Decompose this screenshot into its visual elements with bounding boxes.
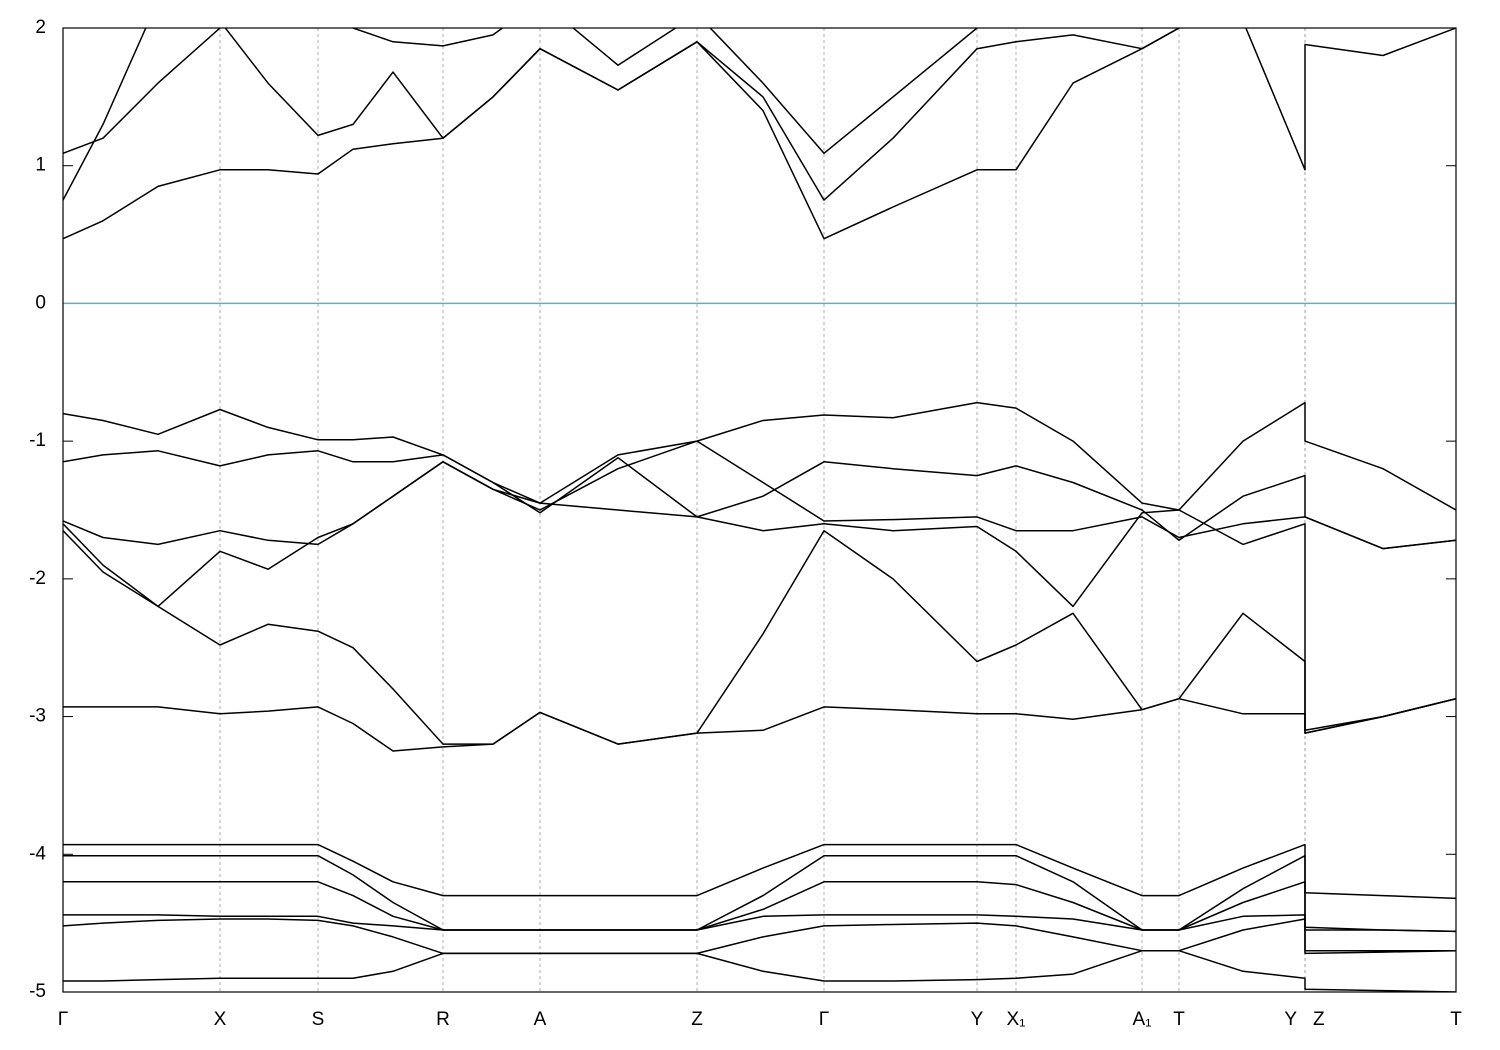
x-tick-label: T — [1450, 1009, 1462, 1030]
band-line — [63, 28, 1456, 240]
band-line — [63, 697, 1456, 752]
band-line — [63, 28, 1181, 201]
band-line — [63, 401, 1456, 511]
band-line — [63, 440, 1456, 550]
x-tick-label: X — [214, 1009, 227, 1030]
x-tick-label: Y — [971, 1009, 984, 1030]
band-line — [63, 854, 1456, 933]
band-line — [63, 949, 1456, 992]
grid — [62, 27, 1457, 993]
band-line — [63, 28, 1145, 155]
band-line — [63, 881, 1456, 933]
plot-frame — [62, 27, 1457, 993]
x-tick-label: Γ — [819, 1009, 829, 1030]
band-line — [63, 914, 1456, 952]
x-tick-label: Γ — [58, 1009, 68, 1030]
band-line — [63, 461, 1456, 732]
x-tick-label: Y — [1284, 1009, 1297, 1030]
x-tick-label: A — [534, 1009, 547, 1030]
x-tick-label: R — [436, 1009, 450, 1030]
x-tick-label: S — [312, 1009, 325, 1030]
x-tick-label: Z — [1313, 1009, 1325, 1030]
band-line — [63, 843, 1456, 900]
band-line — [63, 450, 1456, 550]
band-line — [63, 918, 1456, 955]
bands — [63, 28, 1456, 992]
y-tick-label: 0 — [35, 292, 46, 313]
y-tick-label: -2 — [29, 568, 46, 589]
y-tick-label: -3 — [29, 706, 46, 727]
x-tick-label: A₁ — [1132, 1009, 1151, 1030]
y-tick-label: -1 — [29, 430, 46, 451]
y-tick-label: -5 — [29, 981, 46, 1002]
y-tick-label: 1 — [35, 155, 46, 176]
y-tick-label: -4 — [29, 843, 46, 864]
band-line — [63, 529, 1456, 745]
x-tick-label: T — [1173, 1009, 1185, 1030]
x-tick-label: Z — [691, 1009, 703, 1030]
y-tick-label: 2 — [35, 17, 46, 38]
x-tick-label: X₁ — [1006, 1009, 1025, 1030]
